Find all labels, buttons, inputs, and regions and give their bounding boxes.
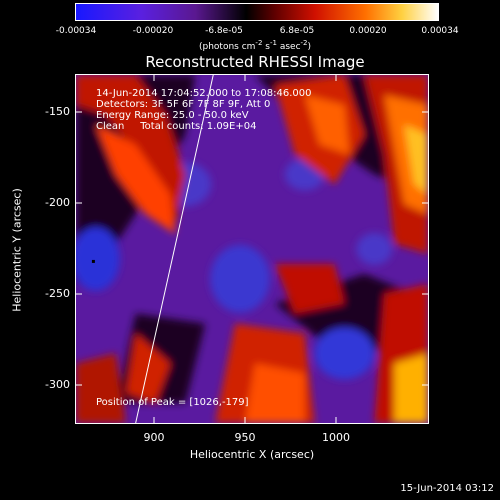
footer-timestamp: 15-Jun-2014 03:12 [400, 483, 494, 494]
y-tick-label: -200 [45, 196, 70, 209]
colorbar [75, 3, 439, 21]
colorbar-tick: 6.8e-05 [279, 26, 315, 36]
colorbar-tick: -0.00020 [132, 26, 174, 36]
info-total-counts: Clean Total counts: 1.09E+04 [96, 121, 257, 132]
info-detectors: Detectors: 3F 5F 6F 7F 8F 9F, Att 0 [96, 99, 271, 110]
y-tick-label: -250 [45, 287, 70, 300]
colorbar-tick: -6.8e-05 [205, 26, 243, 36]
info-time-range: 14-Jun-2014 17:04:52.000 to 17:08:46.000 [96, 88, 312, 99]
info-energy-range: Energy Range: 25.0 - 50.0 keV [96, 110, 249, 121]
peak-position: Position of Peak = [1026,-179] [96, 397, 249, 408]
image-title: Reconstructed RHESSI Image [145, 53, 365, 71]
x-tick-label: 950 [234, 431, 256, 444]
colorbar-tick: -0.00034 [55, 26, 97, 36]
y-tick-label: -150 [45, 105, 70, 118]
colorbar-tick: 0.00020 [349, 26, 387, 36]
x-axis-label: Heliocentric X (arcsec) [189, 448, 315, 461]
rhessi-image [75, 74, 429, 424]
colorbar-units: (photons cm-2 s-1 asec-2) [198, 39, 312, 52]
colorbar-tick: 0.00034 [421, 26, 459, 36]
x-tick-label: 1000 [322, 431, 350, 444]
y-axis-label: Heliocentric Y (arcsec) [10, 188, 24, 312]
y-tick-label: -300 [45, 378, 70, 391]
x-tick-label: 900 [143, 431, 165, 444]
